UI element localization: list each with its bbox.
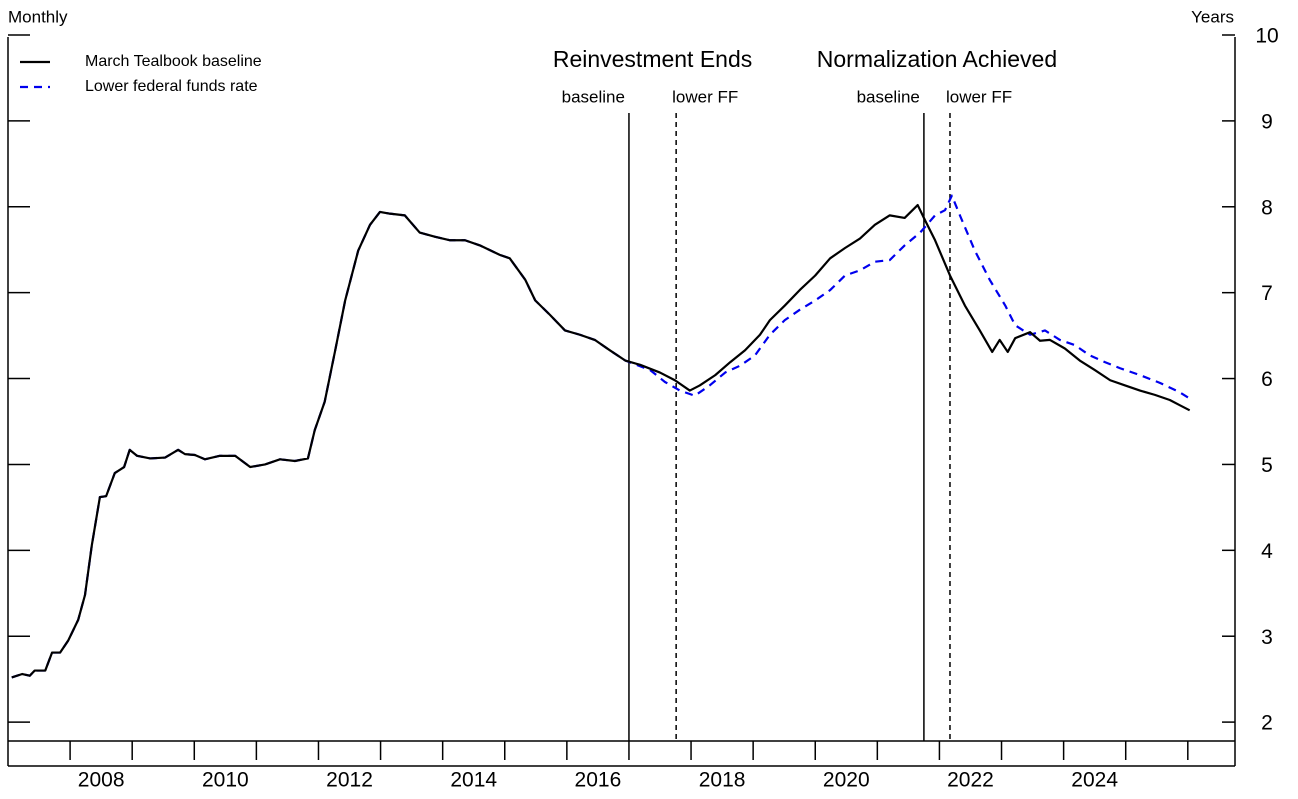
event-label: baseline bbox=[857, 87, 920, 106]
x-axis-title: Monthly bbox=[8, 7, 68, 26]
x-tick-label: 2016 bbox=[575, 769, 622, 792]
y-tick-label: 2 bbox=[1261, 712, 1273, 735]
x-tick-label: 2008 bbox=[78, 769, 125, 792]
legend-label: Lower federal funds rate bbox=[85, 78, 258, 95]
series-line bbox=[11, 194, 1193, 679]
x-tick-label: 2012 bbox=[326, 769, 373, 792]
x-tick-label: 2010 bbox=[202, 769, 249, 792]
y-tick-label: 6 bbox=[1261, 368, 1273, 391]
event-label: baseline bbox=[562, 87, 625, 106]
y-tick-label: 4 bbox=[1261, 540, 1273, 563]
x-tick-label: 2018 bbox=[699, 769, 746, 792]
series-line bbox=[11, 203, 1191, 679]
x-tick-label: 2022 bbox=[947, 769, 994, 792]
x-tick-label: 2024 bbox=[1071, 769, 1118, 792]
event-label: lower FF bbox=[946, 87, 1012, 106]
y-tick-label: 10 bbox=[1255, 25, 1278, 48]
x-tick-label: 2020 bbox=[823, 769, 870, 792]
y-tick-label: 3 bbox=[1261, 626, 1273, 649]
y-tick-label: 9 bbox=[1261, 110, 1273, 133]
event-title: Reinvestment Ends bbox=[553, 46, 752, 72]
x-tick-label: 2014 bbox=[450, 769, 497, 792]
legend-label: March Tealbook baseline bbox=[85, 53, 262, 70]
y-tick-label: 8 bbox=[1261, 196, 1273, 219]
y-axis-title: Years bbox=[1191, 7, 1234, 26]
event-label: lower FF bbox=[672, 87, 738, 106]
y-tick-label: 5 bbox=[1261, 454, 1273, 477]
event-title: Normalization Achieved bbox=[817, 46, 1057, 72]
y-tick-label: 7 bbox=[1261, 282, 1273, 305]
